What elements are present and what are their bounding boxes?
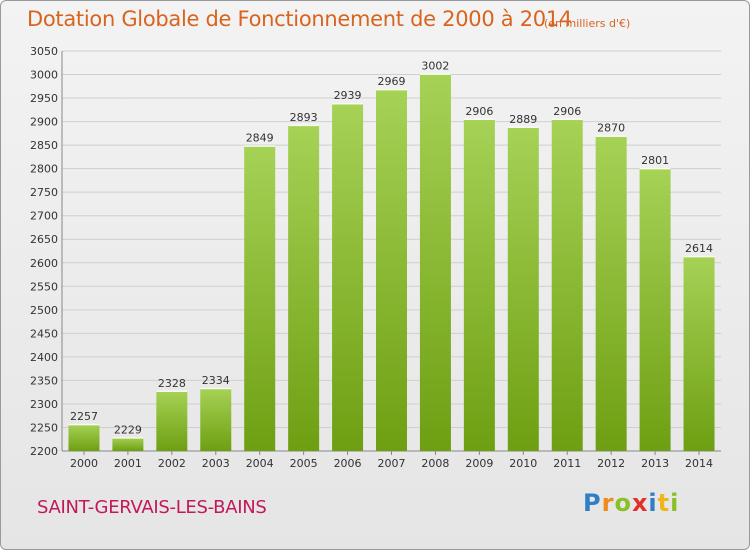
bar (244, 145, 276, 451)
logo-letter: P (583, 489, 602, 517)
data-label: 2906 (553, 105, 581, 118)
data-label: 2893 (290, 111, 318, 124)
data-label: 2870 (597, 122, 625, 135)
proxiti-logo: Proxiti (583, 489, 679, 517)
y-tick-label: 2600 (30, 257, 58, 270)
bar (376, 89, 407, 451)
y-tick-label: 2300 (30, 398, 58, 411)
data-label: 2801 (641, 154, 669, 167)
unit-label: (en milliers d'€) (544, 17, 631, 30)
bar (595, 135, 627, 452)
x-tick-label: 2009 (465, 457, 493, 470)
x-tick-label: 2003 (202, 457, 230, 470)
bar (68, 424, 100, 451)
y-tick-label: 2400 (30, 351, 58, 364)
x-tick-label: 2013 (641, 457, 669, 470)
y-tick-label: 2700 (30, 210, 58, 223)
bar (507, 126, 539, 451)
y-tick-label: 2750 (30, 186, 58, 199)
y-tick-label: 3050 (30, 45, 58, 58)
data-label: 2906 (465, 105, 493, 118)
commune-name: SAINT-GERVAIS-LES-BAINS (37, 497, 267, 518)
x-tick-label: 2007 (378, 457, 406, 470)
logo-letter: i (670, 489, 680, 517)
y-tick-label: 2950 (30, 92, 58, 105)
bar (639, 168, 671, 452)
y-tick-label: 3000 (30, 69, 58, 82)
bar (463, 118, 495, 451)
data-label: 2889 (509, 113, 537, 126)
data-label: 3002 (421, 60, 449, 73)
x-tick-label: 2000 (70, 457, 98, 470)
y-tick-label: 2800 (30, 163, 58, 176)
y-tick-label: 2250 (30, 421, 58, 434)
data-label: 2969 (378, 75, 406, 88)
y-tick-label: 2200 (30, 445, 58, 458)
bar (200, 387, 232, 451)
x-tick-label: 2010 (509, 457, 537, 470)
bar (683, 256, 715, 451)
bar (419, 73, 451, 452)
x-tick-label: 2014 (685, 457, 713, 470)
logo-letter: t (657, 489, 671, 517)
bar (288, 124, 320, 451)
bar (156, 390, 188, 451)
data-label: 2614 (685, 242, 713, 255)
data-label: 2229 (114, 423, 142, 436)
logo-letter: o (614, 489, 632, 517)
logo-letter: i (648, 489, 658, 517)
logo-letter: x (631, 489, 649, 517)
y-tick-label: 2350 (30, 374, 58, 387)
data-label: 2939 (334, 89, 362, 102)
bar (112, 437, 144, 451)
bar (332, 103, 364, 451)
logo-letter: r (601, 489, 615, 517)
x-tick-label: 2006 (334, 457, 362, 470)
x-tick-label: 2011 (553, 457, 581, 470)
y-tick-label: 2500 (30, 304, 58, 317)
data-label: 2328 (158, 377, 186, 390)
data-label: 2334 (202, 374, 230, 387)
y-tick-label: 2550 (30, 280, 58, 293)
data-label: 2849 (246, 132, 274, 145)
x-tick-label: 2012 (597, 457, 625, 470)
x-tick-label: 2005 (290, 457, 318, 470)
data-label: 2257 (70, 410, 98, 423)
x-tick-label: 2002 (158, 457, 186, 470)
y-tick-label: 2850 (30, 139, 58, 152)
y-tick-label: 2900 (30, 116, 58, 129)
y-tick-label: 2450 (30, 327, 58, 340)
x-tick-label: 2008 (421, 457, 449, 470)
x-tick-label: 2001 (114, 457, 142, 470)
bar (551, 118, 583, 451)
y-tick-label: 2650 (30, 233, 58, 246)
chart-title: Dotation Globale de Fonctionnement de 20… (27, 7, 572, 31)
x-tick-label: 2004 (246, 457, 274, 470)
